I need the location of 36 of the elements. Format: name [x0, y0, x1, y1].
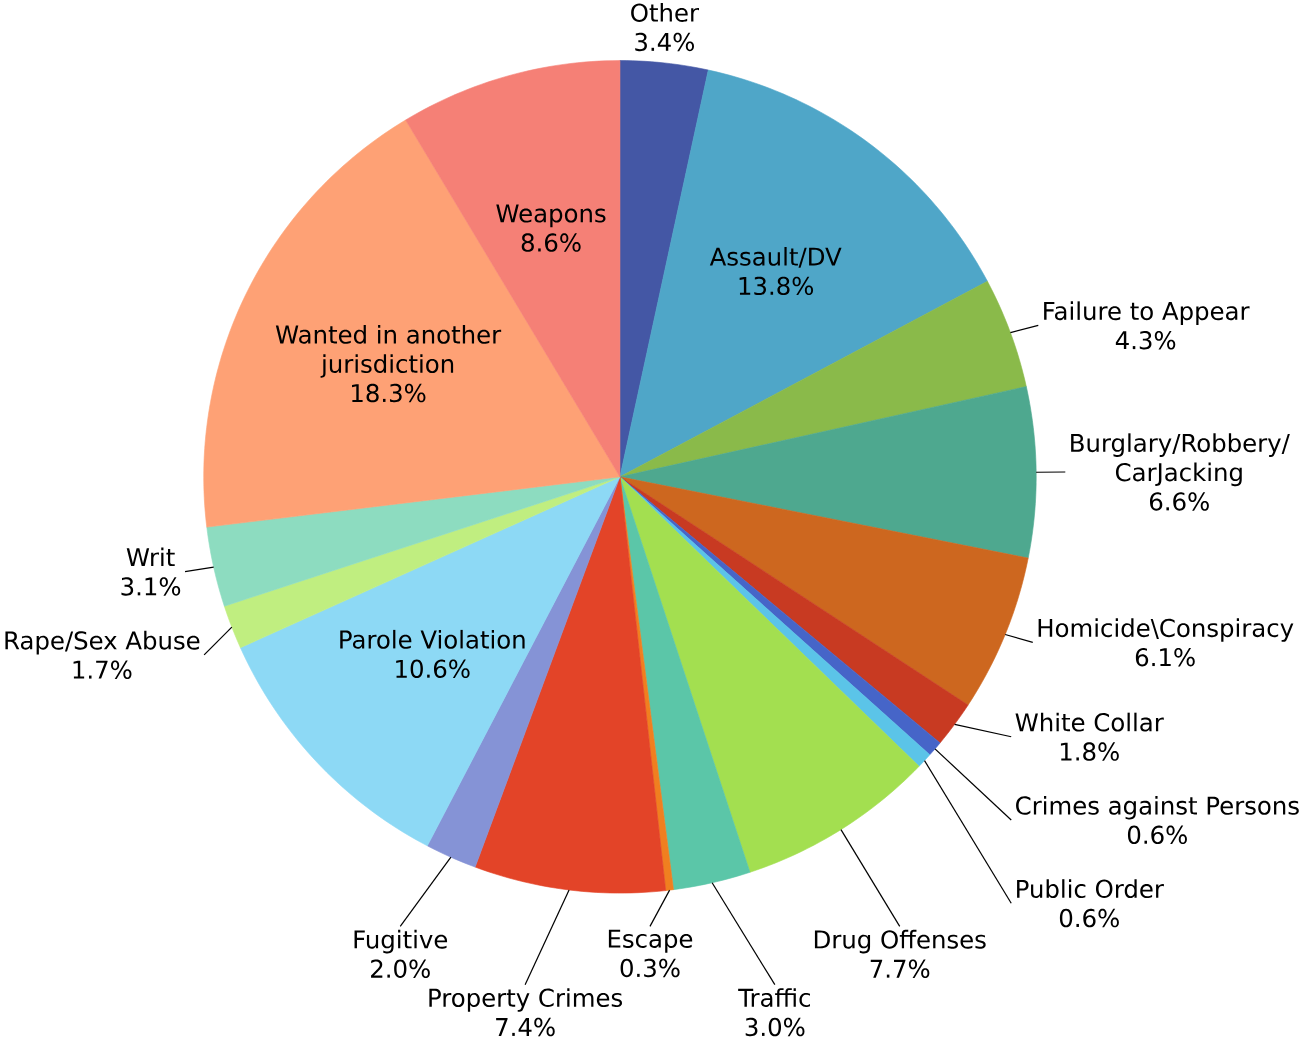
- slice-label: Other: [631, 2, 700, 22]
- slice-label: Drug Offenses: [814, 929, 986, 954]
- data-label: 7.7%: [870, 959, 930, 978]
- slice-label: Homicide\Conspiracy: [1038, 618, 1294, 642]
- data-label: 18.3%: [352, 383, 426, 403]
- data-label: 10.6%: [396, 659, 470, 678]
- slice-label: Rape/Sex Abuse: [5, 630, 200, 655]
- slice-label: Traffic: [738, 987, 810, 1007]
- slice-label: Escape: [608, 929, 693, 953]
- data-label: 8.6%: [521, 233, 581, 252]
- data-label: 0.6%: [1127, 825, 1187, 844]
- slice-label: Burglary/Robbery/CarJacking: [1071, 433, 1290, 487]
- data-label: 3.0%: [745, 1017, 805, 1037]
- slice-label: Fugitive: [354, 929, 448, 954]
- slice-label: Weapons: [496, 204, 606, 228]
- slice-label: Assault/DV: [709, 246, 842, 268]
- slice-label: Property Crimes: [429, 987, 622, 1012]
- data-label: 0.6%: [1059, 908, 1119, 928]
- data-label: 4.3%: [1115, 330, 1176, 350]
- slice-label: Writ: [126, 547, 175, 566]
- data-label: 3.1%: [121, 577, 181, 596]
- data-label: 2.0%: [371, 959, 430, 978]
- data-label: 6.6%: [1149, 492, 1209, 511]
- slice-label: White Collar: [1015, 712, 1164, 732]
- slice-label: Crimes against Persons: [1016, 795, 1299, 820]
- data-label: 3.4%: [635, 32, 695, 52]
- data-label: 7.4%: [496, 1017, 555, 1037]
- slice-label: Wanted in another jurisdiction: [275, 324, 502, 378]
- slice-label: Public Order: [1017, 879, 1164, 898]
- data-label: 13.8%: [739, 276, 814, 295]
- data-label: 6.1%: [1135, 647, 1195, 667]
- data-label: 1.7%: [73, 660, 132, 679]
- data-label: 0.3%: [620, 958, 680, 978]
- slice-label: Parole Violation: [340, 629, 525, 649]
- slice-label: Failure to Appear: [1044, 301, 1250, 325]
- data-label: 1.8%: [1060, 742, 1119, 761]
